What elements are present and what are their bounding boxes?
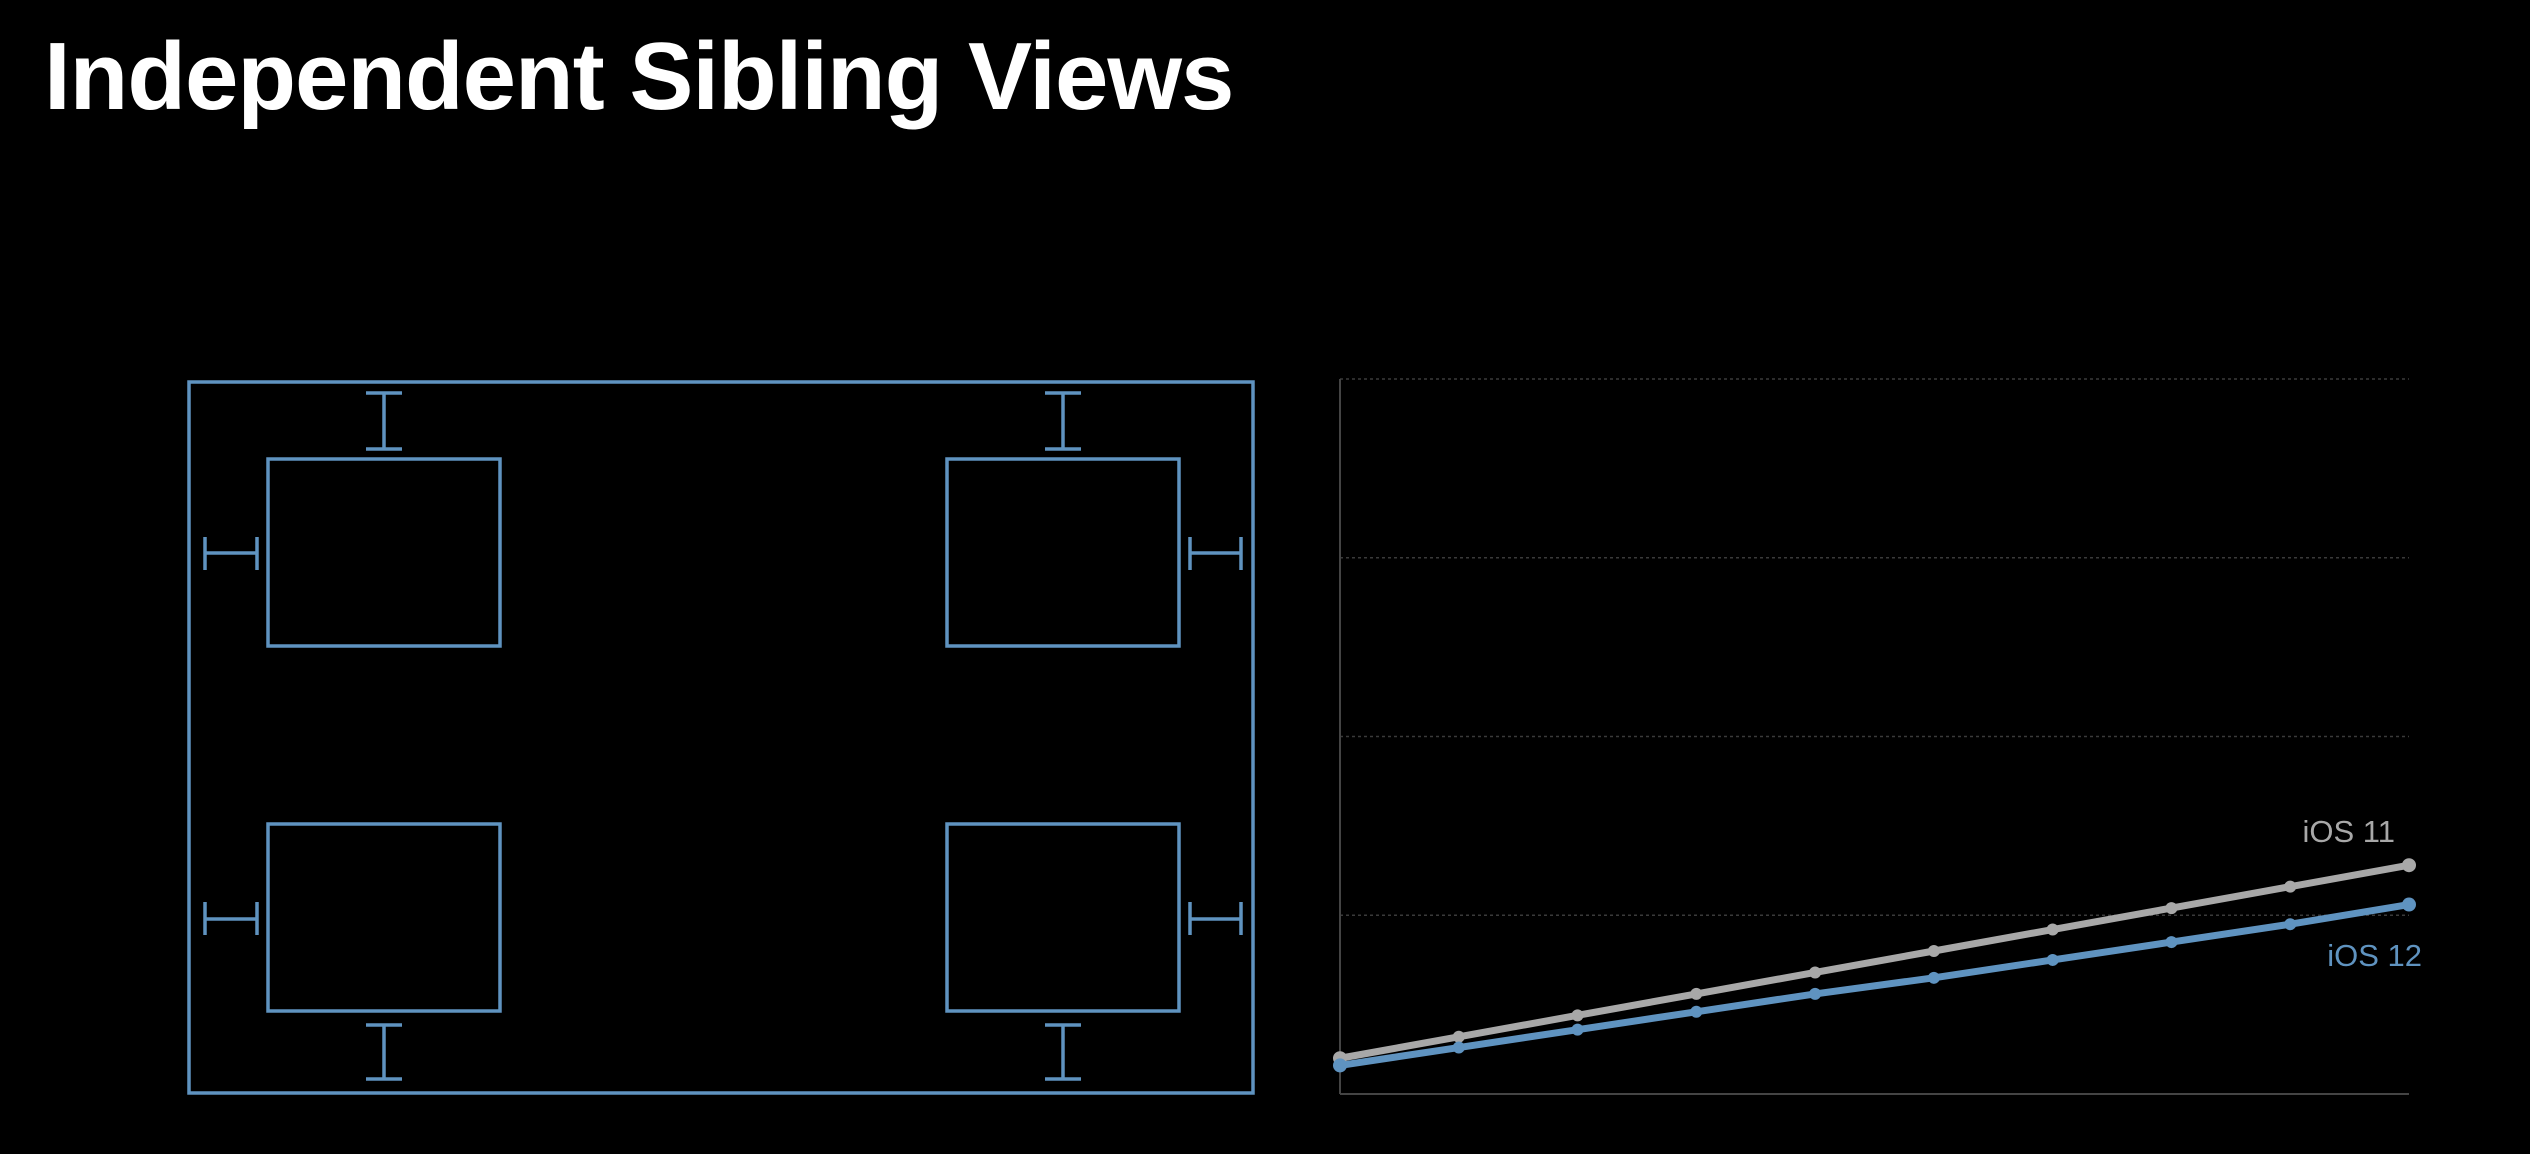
data-point (2165, 902, 2178, 915)
container-view (187, 380, 1255, 1095)
bottom-spacing-marker-left (366, 1023, 402, 1081)
data-point (1571, 1023, 1584, 1036)
bottom-spacing-marker-right (1045, 1023, 1081, 1081)
leading-spacing-marker-top (203, 537, 259, 570)
performance-chart: iOS 11 iOS 12 (1333, 378, 2422, 1095)
subview-top-left (266, 457, 502, 648)
constraint-diagram (187, 380, 1255, 1095)
data-point (1927, 971, 1940, 984)
data-point (1452, 1041, 1465, 1054)
slide-title: Independent Sibling Views (44, 23, 1234, 130)
series-line (1339, 901, 2410, 1069)
data-point (1571, 1009, 1584, 1022)
data-point (1333, 1058, 1347, 1073)
leading-spacing-marker-bottom (203, 902, 259, 935)
series-line (1339, 861, 2410, 1062)
subview-bottom-right (945, 822, 1181, 1013)
series-label-ios11: iOS 11 (2303, 814, 2395, 849)
data-point (2165, 936, 2178, 949)
series-label-ios12: iOS 12 (2327, 938, 2422, 973)
data-point (1809, 987, 1822, 1000)
data-point (1809, 966, 1822, 979)
subview-bottom-left (266, 822, 502, 1013)
data-point (1690, 987, 1703, 1000)
data-point (2284, 880, 2297, 893)
data-point (2402, 858, 2416, 873)
data-point (1690, 1005, 1703, 1018)
series-ios12 (1333, 897, 2416, 1073)
subview-top-right (945, 457, 1181, 648)
series-ios11 (1333, 858, 2416, 1066)
data-point (2402, 897, 2416, 912)
data-point (2046, 953, 2059, 966)
trailing-spacing-marker-top (1188, 537, 1243, 570)
data-point (1452, 1030, 1465, 1043)
trailing-spacing-marker-bottom (1188, 902, 1243, 935)
top-spacing-marker-right (1045, 391, 1081, 451)
data-point (2284, 918, 2297, 931)
data-point (2046, 923, 2059, 936)
data-point (1927, 945, 1940, 957)
top-spacing-marker-left (366, 391, 402, 451)
